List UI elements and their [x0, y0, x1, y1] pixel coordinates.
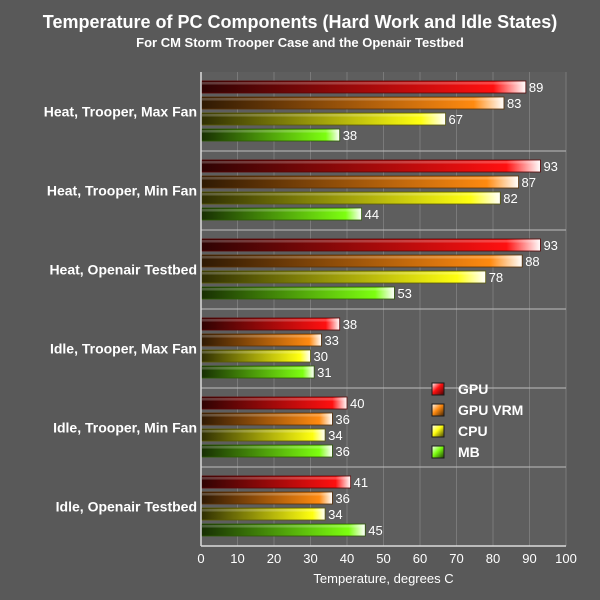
legend-label: CPU	[458, 423, 488, 439]
legend-label: MB	[458, 444, 480, 460]
bar-highlight	[202, 82, 525, 85]
bar-highlight	[202, 114, 445, 117]
value-label: 82	[503, 191, 517, 206]
legend-swatch	[431, 424, 445, 438]
x-tick-label: 20	[267, 551, 281, 566]
bar-highlight	[202, 493, 332, 496]
value-label: 34	[328, 507, 342, 522]
bar-highlight	[202, 161, 540, 164]
value-label: 36	[335, 444, 349, 459]
value-label: 53	[397, 286, 411, 301]
value-label: 30	[314, 349, 328, 364]
value-label: 67	[449, 112, 463, 127]
x-tick-labels-group: 0 10 20 30 40 50 60 70 80 90 100	[197, 551, 576, 566]
bar-highlight	[202, 130, 339, 133]
bar-highlight	[202, 335, 321, 338]
bar-highlight	[202, 240, 540, 243]
grid-lines	[201, 72, 567, 546]
legend-swatch	[431, 382, 445, 396]
value-label: 93	[543, 238, 557, 253]
category-label: Idle, Openair Testbed	[56, 499, 197, 515]
value-label: 78	[489, 270, 503, 285]
x-tick-label: 70	[449, 551, 463, 566]
category-label: Idle, Trooper, Max Fan	[50, 341, 197, 357]
chart-subtitle: For CM Storm Trooper Case and the Openai…	[136, 35, 464, 50]
x-tick-label: 90	[522, 551, 536, 566]
legend: GPU GPU VRM CPU MB	[431, 381, 523, 460]
category-label: Heat, Trooper, Max Fan	[44, 104, 197, 120]
value-label: 38	[343, 317, 357, 332]
bar-highlight	[202, 525, 365, 528]
x-tick-label: 100	[555, 551, 577, 566]
category-label: Idle, Trooper, Min Fan	[53, 420, 197, 436]
value-label: 83	[507, 96, 521, 111]
x-tick-label: 50	[376, 551, 390, 566]
bar-highlight	[202, 446, 332, 449]
bar-highlight	[202, 414, 332, 417]
value-label: 40	[350, 396, 364, 411]
value-label: 33	[324, 333, 338, 348]
value-labels-group: 8983673893878244938878533833303140363436…	[314, 80, 558, 538]
bar-highlight	[202, 477, 350, 480]
value-label: 88	[525, 254, 539, 269]
legend-swatch	[431, 403, 445, 417]
bar-highlight	[202, 256, 522, 259]
bar-highlight	[202, 272, 485, 275]
chart-title: Temperature of PC Components (Hard Work …	[43, 12, 557, 32]
x-tick-label: 40	[340, 551, 354, 566]
legend-swatch	[431, 445, 445, 459]
bar-highlight	[202, 351, 310, 354]
x-tick-label: 30	[303, 551, 317, 566]
value-label: 38	[343, 128, 357, 143]
bar-highlight	[202, 98, 503, 101]
value-label: 89	[529, 80, 543, 95]
bars-group	[200, 80, 541, 537]
category-labels-group: Heat, Trooper, Max Fan Heat, Trooper, Min…	[44, 104, 197, 515]
bar-highlight	[202, 177, 518, 180]
bar-highlight	[202, 430, 325, 433]
value-label: 34	[328, 428, 342, 443]
x-tick-label: 10	[230, 551, 244, 566]
x-tick-label: 0	[197, 551, 204, 566]
category-label: Heat, Openair Testbed	[49, 262, 197, 278]
value-label: 45	[368, 523, 382, 538]
value-label: 36	[335, 412, 349, 427]
x-axis-title: Temperature, degrees C	[313, 571, 453, 586]
x-tick-label: 60	[413, 551, 427, 566]
value-label: 31	[317, 365, 331, 380]
bar-highlight	[202, 509, 325, 512]
bar-highlight	[202, 367, 314, 370]
legend-label: GPU VRM	[458, 402, 523, 418]
value-label: 36	[335, 491, 349, 506]
bar-highlight	[202, 209, 361, 212]
bar-highlight	[202, 288, 394, 291]
value-label: 41	[354, 475, 368, 490]
value-label: 44	[365, 207, 379, 222]
legend-label: GPU	[458, 381, 488, 397]
bar-highlight	[202, 398, 346, 401]
category-label: Heat, Trooper, Min Fan	[47, 183, 197, 199]
value-label: 93	[543, 159, 557, 174]
x-tick-label: 80	[486, 551, 500, 566]
bar-highlight	[202, 193, 500, 196]
bar-highlight	[202, 319, 339, 322]
value-label: 87	[522, 175, 536, 190]
